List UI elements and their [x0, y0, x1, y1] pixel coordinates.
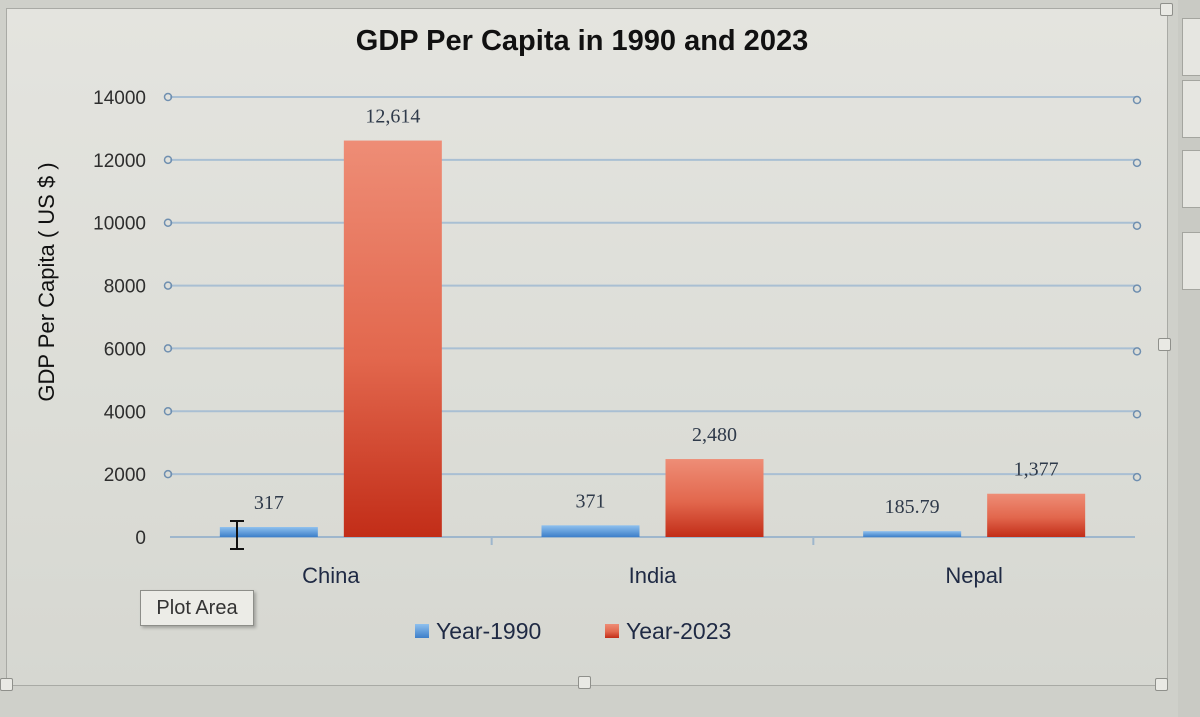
resize-handle[interactable]: [1160, 3, 1173, 16]
gridline-marker: [1132, 472, 1142, 482]
bar-nepal-year-2023[interactable]: [987, 493, 1086, 537]
resize-handle[interactable]: [1155, 678, 1168, 691]
gridline-marker: [1132, 158, 1142, 168]
resize-handle[interactable]: [578, 676, 591, 689]
plot-area[interactable]: [219, 140, 1086, 537]
x-tick-label: China: [302, 563, 360, 588]
plot-area-tooltip: Plot Area: [140, 590, 254, 626]
bar-nepal-year-1990[interactable]: [863, 531, 962, 537]
bar-india-year-1990[interactable]: [541, 525, 640, 537]
gridline-marker: [163, 218, 173, 227]
chart-title: GDP Per Capita in 1990 and 2023: [356, 25, 808, 57]
y-tick-label: 10000: [93, 214, 146, 235]
gridline-marker: [1132, 410, 1142, 419]
bar-india-year-2023[interactable]: [665, 459, 764, 537]
y-tick-label: 12000: [93, 151, 146, 172]
gridline-marker: [163, 407, 173, 416]
y-tick-label: 2000: [104, 465, 146, 486]
y-tick-label: 4000: [104, 402, 146, 423]
bar-china-year-1990[interactable]: [219, 527, 318, 537]
legend-label: Year-1990: [436, 618, 541, 644]
resize-handle[interactable]: [0, 678, 13, 691]
data-label: 12,614: [365, 106, 420, 128]
y-axis-label: GDP Per Capita ( US $ ): [34, 162, 59, 401]
gridline-marker: [1132, 221, 1142, 230]
data-label: 1,377: [1014, 459, 1059, 481]
legend-swatch: [605, 624, 619, 638]
data-label: 371: [576, 490, 606, 512]
gridline-marker: [163, 92, 173, 102]
gridline-marker: [163, 281, 173, 290]
legend-swatch: [415, 624, 429, 638]
gridline-marker: [163, 469, 173, 479]
gridline-marker: [163, 344, 173, 353]
gridline-marker: [1132, 95, 1142, 105]
x-tick-label: Nepal: [945, 563, 1002, 588]
resize-handle[interactable]: [1158, 338, 1171, 351]
gridline-marker: [1132, 347, 1142, 356]
side-panel: [1178, 0, 1200, 717]
data-label: 185.79: [885, 496, 940, 518]
side-button[interactable]: [1182, 80, 1200, 138]
y-tick-label: 8000: [104, 277, 146, 298]
side-button[interactable]: [1182, 18, 1200, 76]
gridline-marker: [1132, 284, 1142, 293]
labels: 0 2000 4000 6000 8000 10000 12000 14000 317 12,61…: [93, 88, 1059, 588]
bar-china-year-2023[interactable]: [343, 140, 442, 537]
y-tick-label: 6000: [104, 339, 146, 360]
side-button[interactable]: [1182, 150, 1200, 208]
gridlines: [163, 92, 1142, 545]
data-label: 317: [254, 492, 284, 514]
data-label: 2,480: [692, 424, 737, 446]
legend-label: Year-2023: [626, 618, 731, 644]
legend: Year-1990 Year-2023: [415, 618, 731, 644]
side-button[interactable]: [1182, 232, 1200, 290]
x-tick-label: India: [629, 563, 677, 588]
chart-area[interactable]: [6, 8, 1168, 686]
gridline-marker: [163, 155, 173, 165]
y-tick-label: 14000: [93, 88, 146, 109]
y-tick-label: 0: [135, 528, 146, 549]
text-cursor-icon: [230, 520, 244, 550]
